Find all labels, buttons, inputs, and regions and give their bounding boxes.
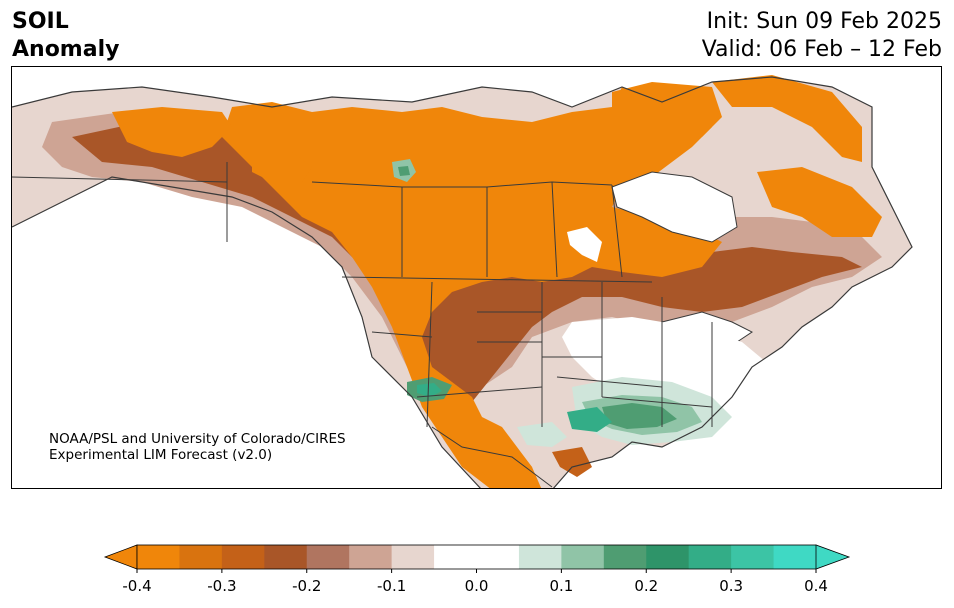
colorbar-extend-high <box>815 544 851 570</box>
colorbar-swatch <box>349 545 393 569</box>
init-label: Init: Sun 09 Feb 2025 <box>706 9 942 34</box>
dry-strong-yukon <box>252 152 312 182</box>
west-coastline <box>12 176 481 488</box>
dry-strong-north <box>612 82 722 147</box>
colorbar-swatch <box>561 545 605 569</box>
dry-mid-texas <box>552 447 592 477</box>
map-panel: NOAA/PSL and University of Colorado/CIRE… <box>11 66 942 489</box>
colorbar: -0.4 -0.3 -0.2 -0.1 0.0 0.1 0.2 0.3 0.4 <box>0 540 954 600</box>
wet-mid-southeast <box>602 403 677 429</box>
dry-strong-greenland <box>712 75 862 162</box>
colorbar-swatch <box>731 545 775 569</box>
colorbar-tick-label: 0.3 <box>719 577 743 595</box>
colorbar-swatch <box>688 545 732 569</box>
credit-line-2: Experimental LIM Forecast (v2.0) <box>49 447 273 463</box>
colorbar-tick-label: 0.4 <box>804 577 828 595</box>
colorbar-swatch <box>434 545 477 569</box>
colorbar-swatch <box>137 545 180 569</box>
colorbar-swatch <box>603 545 647 569</box>
colorbar-swatch <box>518 545 562 569</box>
colorbar-swatch <box>476 545 520 569</box>
lake-winnipeg <box>567 227 602 262</box>
dry-strong-alaska <box>112 107 232 157</box>
colorbar-swatch <box>221 545 265 569</box>
colorbar-tick-label: 0.1 <box>549 577 573 595</box>
title-line-1: SOIL <box>12 9 69 34</box>
colorbar-extend-low <box>103 544 138 570</box>
colorbar-swatch <box>391 545 435 569</box>
dry-strong-canada <box>222 87 722 488</box>
colorbar-tick-label: -0.2 <box>292 577 321 595</box>
colorbar-swatch <box>773 545 817 569</box>
colorbar-tick-label: -0.4 <box>122 577 151 595</box>
colorbar-swatch <box>306 545 350 569</box>
title-line-2: Anomaly <box>12 37 120 62</box>
colorbar-tick-label: -0.3 <box>207 577 236 595</box>
dry-strong-labrador <box>757 167 882 237</box>
colorbar-swatch <box>264 545 308 569</box>
valid-label: Valid: 06 Feb – 12 Feb <box>701 37 942 62</box>
colorbar-svg: -0.4 -0.3 -0.2 -0.1 0.0 0.1 0.2 0.3 0.4 <box>103 544 851 595</box>
hudson-bay <box>611 171 738 243</box>
wet-faint-gulf <box>517 422 567 447</box>
colorbar-tick-label: 0.0 <box>465 577 489 595</box>
credit-line-1: NOAA/PSL and University of Colorado/CIRE… <box>49 431 346 447</box>
political-borders <box>12 162 713 488</box>
anomaly-map <box>12 67 941 488</box>
colorbar-tick-label: -0.1 <box>377 577 406 595</box>
colorbar-swatch <box>179 545 223 569</box>
colorbar-swatch <box>646 545 690 569</box>
credit-text: NOAA/PSL and University of Colorado/CIRE… <box>49 431 346 463</box>
wet-mid-yukon <box>398 166 410 176</box>
title-block: SOIL Anomaly <box>12 8 119 64</box>
colorbar-tick-label: 0.2 <box>634 577 658 595</box>
date-block: Init: Sun 09 Feb 2025 Valid: 06 Feb – 12… <box>702 8 942 64</box>
wet-strong-southeast <box>567 407 612 432</box>
coastline <box>12 76 913 488</box>
wet-strong-california <box>417 383 442 397</box>
